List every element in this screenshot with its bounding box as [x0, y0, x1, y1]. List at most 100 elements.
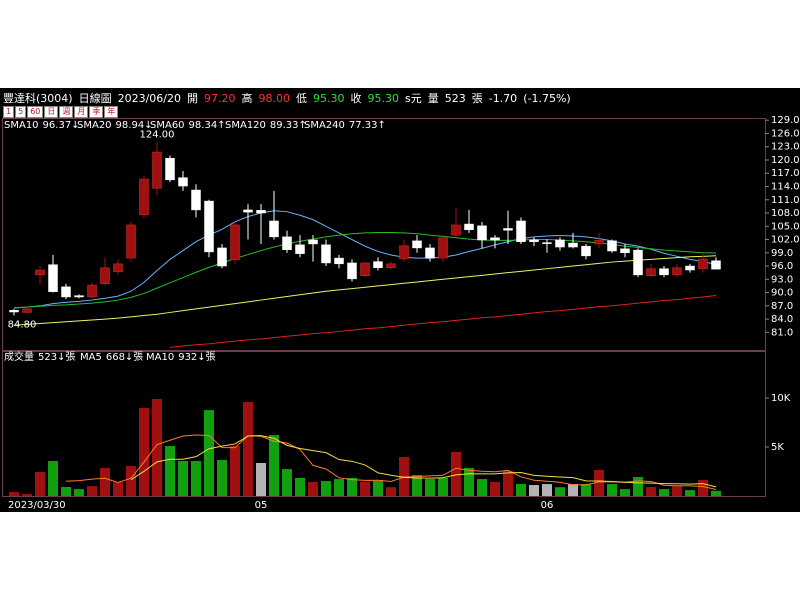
volume-bar [438, 477, 448, 496]
candle-body [152, 151, 162, 189]
volume-bar [113, 481, 123, 496]
candle-body [412, 240, 422, 249]
period-button[interactable]: 季 [89, 106, 104, 118]
volume-bar [386, 487, 396, 496]
price-layer: 129.0 126.0 123.0 120.0 117.0 114.0 111.0 108.0… [4, 115, 800, 348]
volume-bar [282, 469, 292, 496]
candle-body [685, 265, 695, 271]
candle-body [48, 264, 58, 292]
x-tick-label: 2023/03/30 [8, 500, 66, 511]
volume-bar [61, 486, 71, 496]
volume-bar [464, 467, 474, 496]
period-button[interactable]: 日 [44, 106, 59, 118]
candle-body [165, 157, 175, 181]
header-item: 95.30 [367, 91, 399, 105]
period-button[interactable]: 60 [27, 106, 44, 118]
candle-body [191, 189, 201, 211]
candle-body [217, 247, 227, 267]
volume-bar [334, 479, 344, 496]
candle-body [230, 224, 240, 261]
candle-body [139, 178, 149, 216]
volume-bar [230, 446, 240, 496]
y-tick-label: 111.0 [771, 195, 800, 206]
volume-bar [659, 489, 669, 496]
y-tick-label: 84.0 [771, 314, 793, 325]
volume-bar [555, 487, 565, 496]
candle-body [178, 177, 188, 187]
header-item: 97.20 [203, 91, 236, 105]
volume-title: 成交量 [4, 350, 34, 363]
candle-body [321, 244, 331, 264]
period-button[interactable]: 1 [3, 106, 15, 118]
candle-body [568, 242, 578, 248]
candle-body [282, 236, 292, 250]
candle-body [672, 267, 682, 276]
header-item: 高 [241, 92, 253, 105]
candle-body [334, 257, 344, 265]
y-tick-label: 90.0 [771, 288, 793, 299]
volume-bar [256, 462, 266, 496]
volume-bar [646, 486, 656, 496]
candle-body [295, 244, 305, 254]
candle-body [243, 209, 253, 213]
ma-line [13, 255, 717, 326]
header-item: 低 [295, 92, 307, 105]
period-button[interactable]: 5 [15, 106, 27, 118]
candle-body [490, 237, 500, 241]
candle-body [711, 260, 721, 270]
legend-name: SMA240 [304, 120, 345, 131]
header-item: 收 [350, 92, 362, 105]
volume-bar [425, 479, 435, 496]
candle-body [542, 242, 552, 244]
volume-bar [685, 490, 695, 496]
candle-body [126, 224, 136, 259]
header-item: 95.30 [312, 91, 345, 105]
volume-bar [360, 481, 370, 496]
legend-value: 98.34↑ [189, 120, 226, 131]
y-tick-label: 102.0 [771, 235, 800, 246]
volume-bar [451, 452, 461, 496]
period-button[interactable]: 月 [74, 106, 89, 118]
legend-name: SMA10 [4, 120, 39, 131]
header-item: 開 [186, 92, 198, 105]
volume-bar [178, 461, 188, 496]
y-tick-label: 129.0 [771, 115, 800, 126]
legend-value: 96.37↓ [43, 120, 80, 131]
volume-bar [490, 481, 500, 496]
legend-value: 98.94↓ [116, 120, 153, 131]
candle-body [529, 239, 539, 242]
candle-body [698, 258, 708, 269]
volume-bar [542, 484, 552, 496]
candle-body [607, 240, 617, 252]
candle-body [308, 239, 318, 245]
x-tick-label: 05 [255, 500, 268, 511]
volume-bar [568, 484, 578, 496]
candle-body [555, 239, 565, 248]
candle-body [503, 228, 513, 231]
volume-bar [191, 461, 201, 496]
y-tick-label: 93.0 [771, 274, 793, 285]
volume-bar [633, 476, 643, 496]
price-panel [2, 118, 766, 351]
y-tick-label: 117.0 [771, 168, 800, 179]
header-item: 日線圖 [78, 92, 112, 105]
period-button[interactable]: 年 [104, 106, 119, 118]
candle-body [113, 263, 123, 273]
x-tick-label: 06 [541, 500, 554, 511]
header-item: 豐達科(3004) [3, 92, 73, 105]
volume-bar [22, 494, 32, 496]
candle-body [646, 268, 656, 277]
candle-body [386, 263, 396, 269]
volume-bar [347, 477, 357, 496]
legend-value: 89.33↑ [270, 120, 307, 131]
header-item: 2023/06/20 [117, 91, 181, 105]
period-button[interactable]: 週 [59, 106, 74, 118]
period-buttons: 1 5 60 日週月季年 [3, 106, 119, 118]
y-tick-label: 10K [771, 393, 791, 404]
volume-bar [698, 480, 708, 496]
candle-body [464, 223, 474, 231]
candle-body [451, 224, 461, 236]
volume-bar [412, 475, 422, 496]
header-item: 98.00 [258, 91, 290, 105]
y-tick-label: 81.0 [771, 327, 793, 338]
